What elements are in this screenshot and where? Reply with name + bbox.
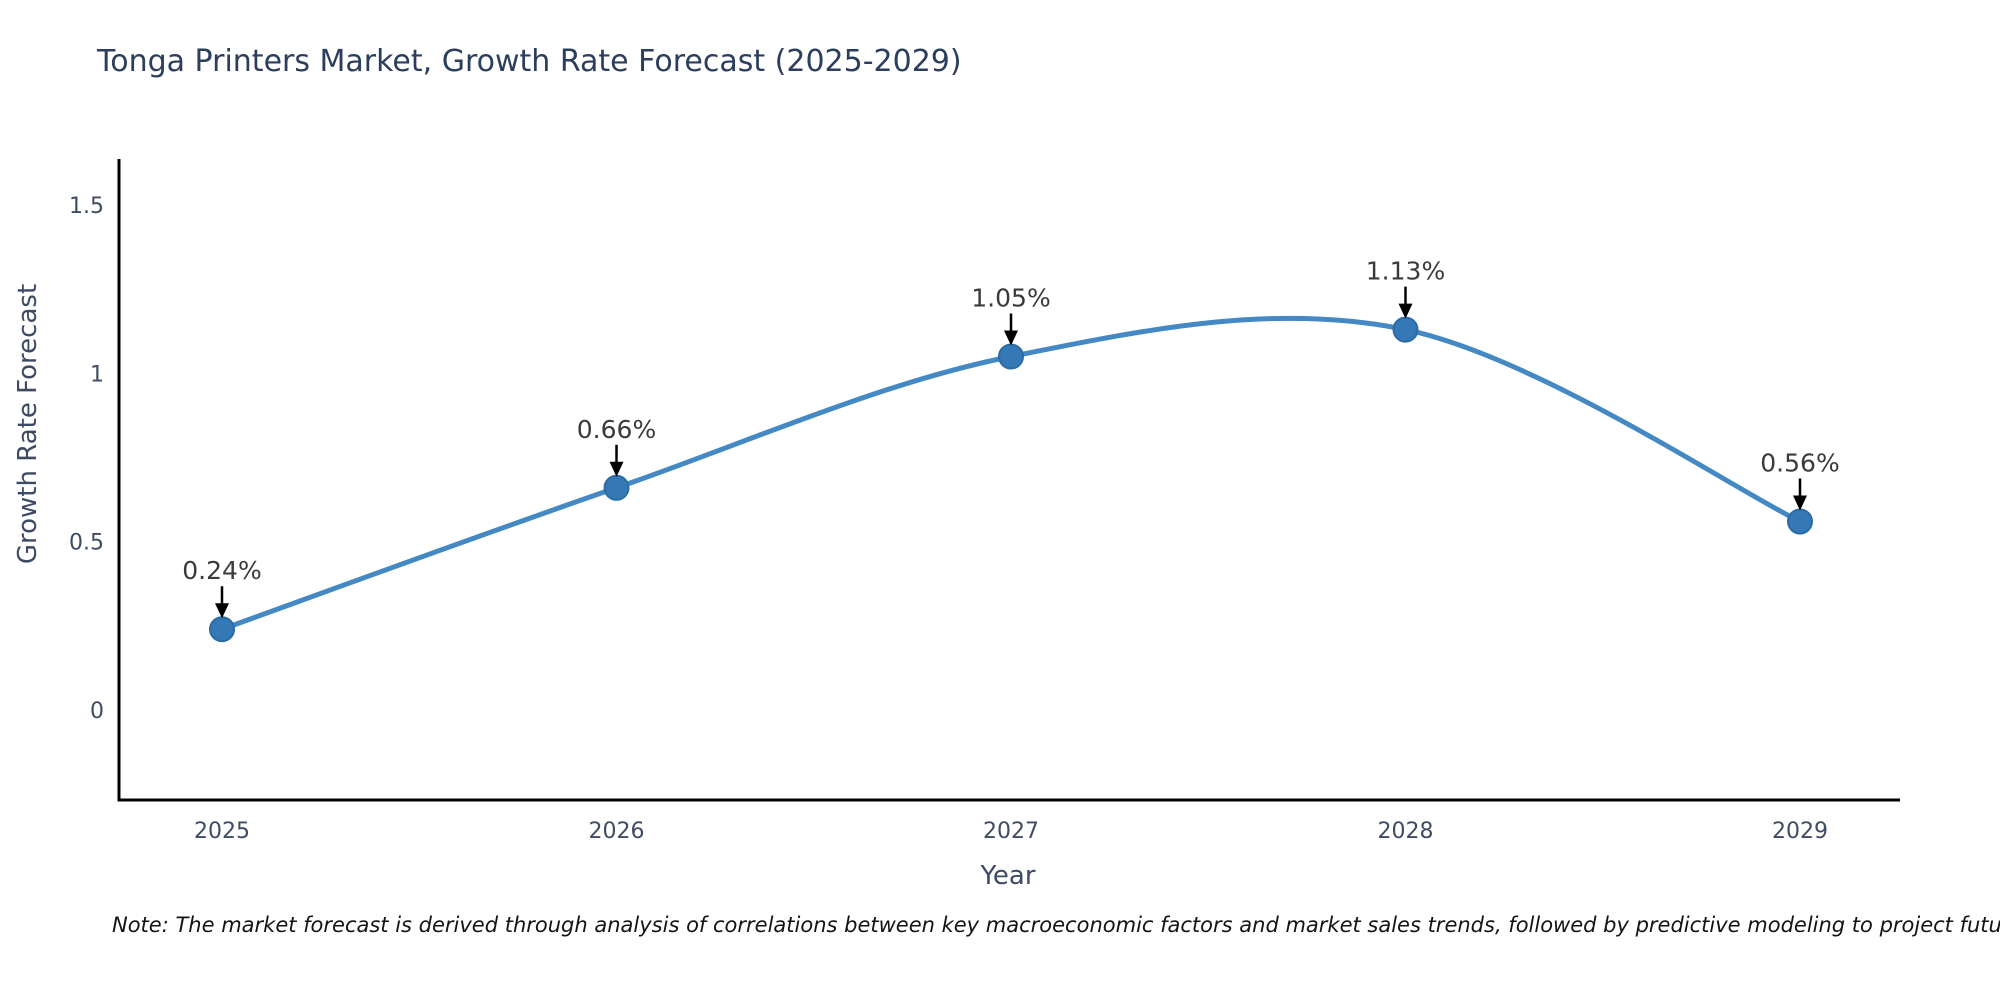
chart-title: Tonga Printers Market, Growth Rate Forec…: [97, 44, 962, 79]
axis-tick-labels: 0 0.5 1 1.5 2025 2026 2027 2028 2029: [69, 194, 1828, 844]
x-tick-label: 2029: [1772, 819, 1828, 844]
point-value-label: 0.56%: [1760, 449, 1839, 478]
data-point-marker: [1787, 508, 1813, 535]
y-tick-label: 0: [90, 699, 104, 724]
x-tick-label: 2028: [1378, 819, 1434, 844]
y-tick-label: 1: [90, 362, 104, 387]
data-series: [209, 315, 1813, 643]
x-axis-title: Year: [979, 861, 1035, 891]
data-point-marker: [209, 616, 235, 643]
point-value-label: 0.24%: [182, 556, 261, 585]
y-tick-label: 0.5: [69, 531, 104, 556]
annotation-arrowhead-icon: [609, 461, 624, 477]
annotation-arrowhead-icon: [215, 603, 229, 619]
point-value-label: 1.05%: [971, 284, 1050, 313]
annotation-arrowhead-icon: [1004, 330, 1018, 346]
x-tick-label: 2026: [589, 819, 645, 844]
x-tick-label: 2025: [194, 819, 250, 844]
y-tick-label: 1.5: [69, 194, 104, 219]
y-axis-title: Growth Rate Forecast: [13, 284, 43, 564]
x-tick-label: 2027: [983, 819, 1039, 844]
data-point-marker: [1392, 316, 1419, 343]
point-value-label: 1.13%: [1366, 257, 1445, 286]
data-point-marker: [998, 343, 1024, 370]
annotation-arrowhead-icon: [1793, 495, 1807, 511]
point-annotations: 0.24% 0.66% 1.05% 1.13% 0.56%: [182, 257, 1840, 619]
data-point-marker: [603, 474, 630, 501]
annotation-arrowhead-icon: [1398, 303, 1413, 319]
footnote-text: Note: The market forecast is derived thr…: [112, 913, 2000, 937]
point-value-label: 0.66%: [577, 415, 656, 444]
